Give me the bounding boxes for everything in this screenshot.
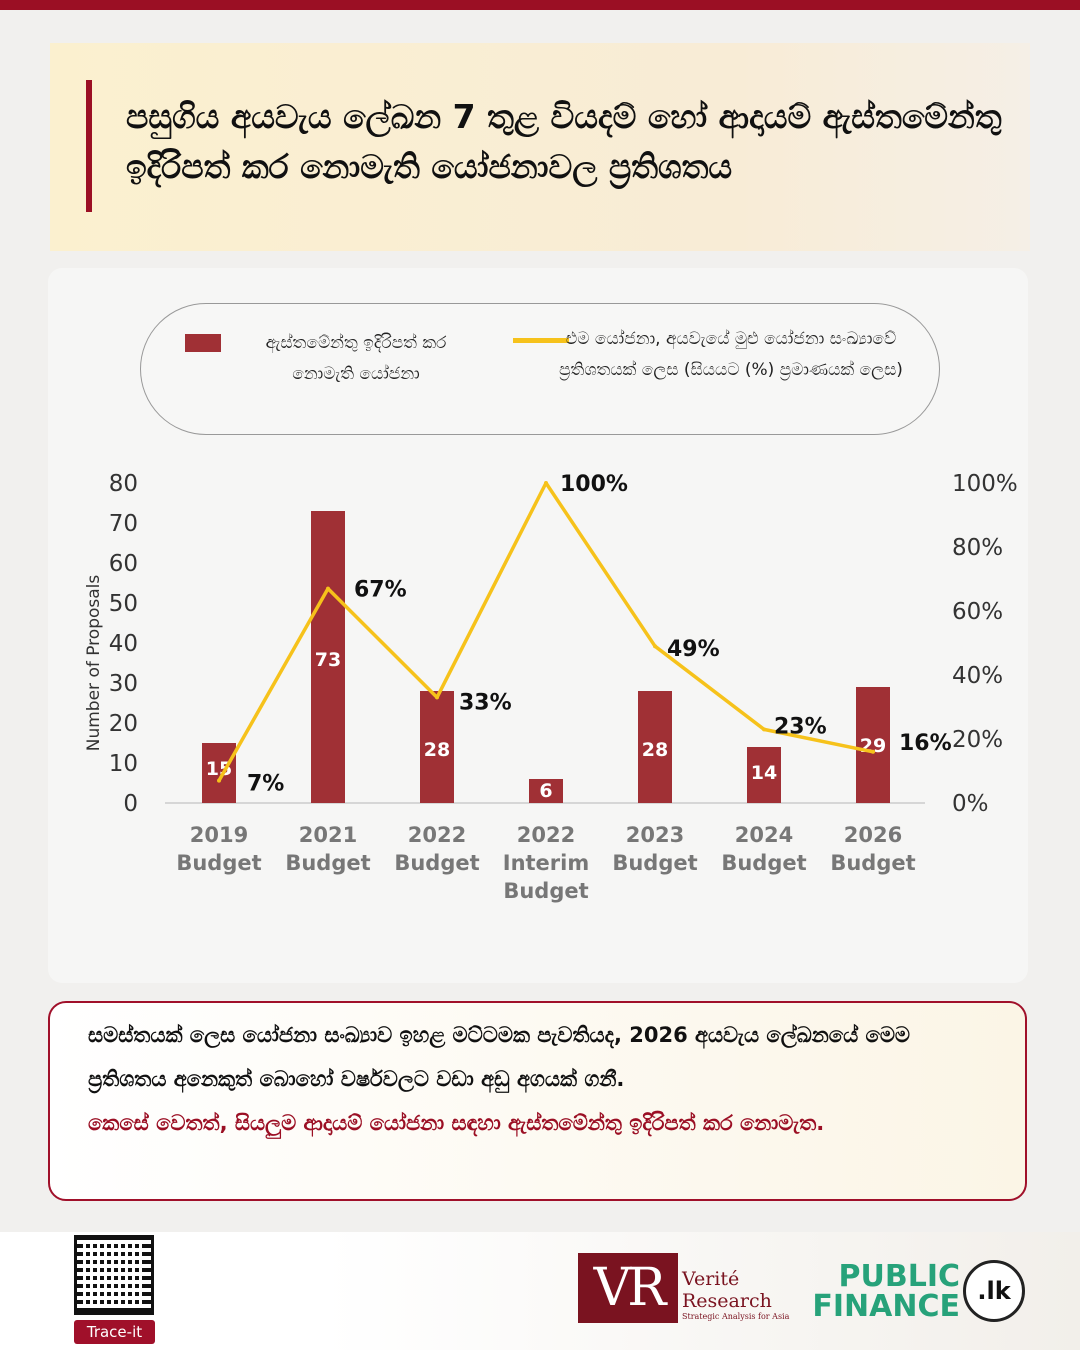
- y2-tick-label: 60%: [952, 599, 1003, 625]
- bar: [747, 747, 781, 803]
- legend-line-label: එම යෝජනා, අයවැයේ මුළු යෝජනා සංඛ්‍යාවේ ප්…: [559, 329, 903, 380]
- y-tick-label: 80: [109, 471, 138, 497]
- page-title: පසුගිය අයවැය ලේඛන 7 තුළ වියදම් හෝ ආදායම්…: [126, 97, 1002, 186]
- line-value-label: 16%: [899, 731, 952, 756]
- x-tick-label: 2023: [626, 823, 684, 847]
- y2-tick-label: 40%: [952, 663, 1003, 689]
- x-tick-label: 2022: [408, 823, 466, 847]
- bar: [638, 691, 672, 803]
- y-tick-label: 50: [109, 591, 138, 617]
- bar-value-label: 73: [315, 649, 341, 671]
- x-tick-label: Budget: [721, 851, 806, 875]
- x-tick-label: 2021: [299, 823, 357, 847]
- y-tick-label: 60: [109, 551, 138, 577]
- bar-value-label: 28: [424, 739, 450, 761]
- x-tick-label: 2019: [190, 823, 248, 847]
- bar: [202, 743, 236, 803]
- bar: [529, 779, 563, 803]
- line-value-label: 49%: [667, 637, 720, 662]
- y-tick-label: 40: [109, 631, 138, 657]
- line-point: [544, 481, 548, 485]
- summary-box: සමස්තයක් ලෙස යෝජනා සංඛ්‍යාව ඉහළ මට්ටමක ප…: [48, 1001, 1027, 1201]
- title-panel: [50, 43, 1030, 251]
- y-tick-label: 0: [123, 791, 138, 817]
- y-axis-title: Number of Proposals: [84, 575, 104, 752]
- verite-name-2: Research: [682, 1290, 772, 1312]
- y2-tick-label: 0%: [952, 791, 989, 817]
- summary-text: සමස්තයක් ලෙස යෝජනා සංඛ්‍යාව ඉහළ මට්ටමක ප…: [88, 1023, 911, 1091]
- line-value-label: 7%: [247, 772, 284, 797]
- line-value-label: 33%: [459, 690, 512, 715]
- line-value-label: 23%: [774, 714, 827, 739]
- publicfinance-logo-badge: .lk: [963, 1260, 1025, 1322]
- line-point: [762, 727, 766, 732]
- title-accent-bar: [86, 80, 92, 212]
- verite-logo-mark: VR: [578, 1253, 678, 1323]
- y-tick-label: 10: [109, 751, 138, 777]
- publicfinance-logo-text: PUBLIC FINANCE: [812, 1259, 960, 1324]
- legend-bar-swatch: [185, 334, 221, 352]
- bar-value-label: 15: [206, 758, 232, 780]
- x-tick-label: Budget: [503, 879, 588, 903]
- x-tick-label: 2024: [735, 823, 793, 847]
- line-value-label: 67%: [354, 578, 407, 603]
- x-tick-label: 2022: [517, 823, 575, 847]
- bar: [311, 511, 345, 803]
- x-tick-label: 2026: [844, 823, 902, 847]
- chart-legend: ඇස්තමේන්තු ඉදිරිපත් කර නොමැති යෝජනා එම ය…: [140, 303, 940, 435]
- x-tick-label: Budget: [394, 851, 479, 875]
- summary-highlight: කෙසේ වෙතත්, සියලුම ආදායම් යෝජනා සඳහා ඇස්…: [88, 1111, 825, 1135]
- footer: [0, 1232, 1080, 1350]
- y-tick-label: 30: [109, 671, 138, 697]
- line-value-label: 100%: [560, 472, 628, 497]
- line-point: [435, 695, 439, 700]
- y-tick-label: 70: [109, 511, 138, 537]
- bar-value-label: 14: [751, 762, 777, 784]
- verite-logo-name: Verité Research: [682, 1268, 772, 1312]
- line-point: [217, 778, 221, 783]
- bar: [420, 691, 454, 803]
- y-tick-label: 20: [109, 711, 138, 737]
- line-point: [326, 586, 330, 591]
- verite-tagline: Strategic Analysis for Asia: [682, 1312, 790, 1321]
- y2-tick-label: 80%: [952, 535, 1003, 561]
- y2-tick-label: 20%: [952, 727, 1003, 753]
- x-tick-label: Budget: [285, 851, 370, 875]
- line-point: [653, 644, 657, 649]
- combo-chart: 0 10 20 30 40 50 60 70 80 0% 20% 40% 60% 80% 100% Numbe…: [84, 471, 1018, 903]
- bar-value-label: 28: [642, 739, 668, 761]
- x-tick-label: Budget: [830, 851, 915, 875]
- x-tick-label: Interim: [503, 851, 589, 875]
- x-tick-label: Budget: [612, 851, 697, 875]
- bar: [856, 687, 890, 803]
- y2-tick-label: 100%: [952, 471, 1018, 497]
- x-tick-label: Budget: [176, 851, 261, 875]
- qr-label: Trace-it: [74, 1320, 155, 1344]
- bar-value-label: 6: [539, 780, 552, 802]
- legend-line-swatch: [513, 338, 569, 343]
- line-point: [871, 749, 875, 754]
- top-accent-bar: [0, 0, 1080, 10]
- qr-code[interactable]: [74, 1235, 154, 1315]
- verite-name-1: Verité: [682, 1268, 740, 1290]
- legend-bar-label: ඇස්තමේන්තු ඉදිරිපත් කර නොමැති යෝජනා: [265, 333, 447, 384]
